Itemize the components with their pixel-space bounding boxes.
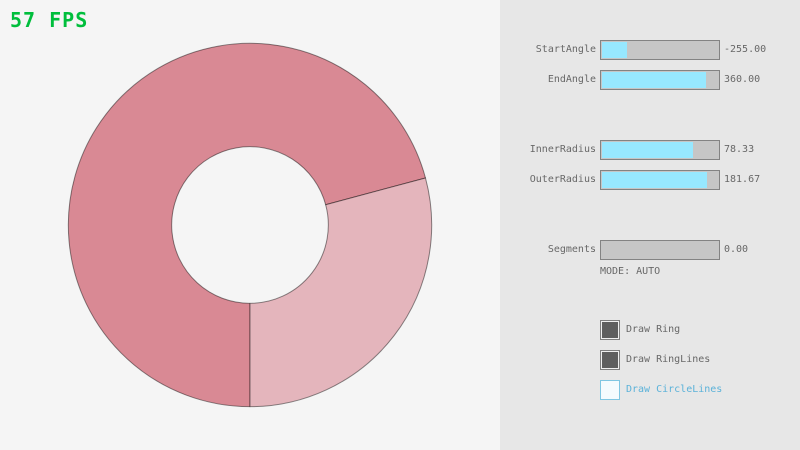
draw-ringlines-checkbox[interactable]	[600, 350, 620, 370]
slider-row-end-angle: EndAngle 360.00	[0, 70, 800, 90]
ring-dark-sector	[67, 42, 427, 408]
end-angle-slider[interactable]	[600, 70, 720, 90]
slider-row-start-angle: StartAngle -255.00	[0, 40, 800, 60]
start-angle-slider-fill	[602, 42, 628, 58]
draw-ring-checkbox[interactable]	[600, 320, 620, 340]
draw-circlelines-label: Draw CircleLines	[626, 384, 723, 395]
segments-mode-label: MODE: AUTO	[600, 266, 661, 277]
inner-radius-value: 78.33	[724, 144, 755, 155]
checkbox-row-draw-ringlines: Draw RingLines	[600, 350, 790, 370]
inner-radius-label: InnerRadius	[529, 144, 596, 155]
slider-row-segments: Segments 0.00	[0, 240, 800, 260]
segments-value: 0.00	[724, 244, 749, 255]
end-angle-label: EndAngle	[547, 74, 596, 85]
ring-light-sector	[249, 177, 433, 408]
segments-label: Segments	[547, 244, 596, 255]
fps-counter: 57 FPS	[10, 8, 89, 32]
outer-radius-label: OuterRadius	[529, 174, 596, 185]
checkbox-row-draw-ring: Draw Ring	[600, 320, 790, 340]
inner-radius-slider-fill	[602, 142, 693, 158]
slider-row-outer-radius: OuterRadius 181.67	[0, 170, 800, 190]
end-angle-value: 360.00	[724, 74, 761, 85]
start-angle-slider[interactable]	[600, 40, 720, 60]
segments-slider[interactable]	[600, 240, 720, 260]
draw-ring-label: Draw Ring	[626, 324, 681, 335]
start-angle-value: -255.00	[724, 44, 767, 55]
draw-circlelines-checkbox[interactable]	[600, 380, 620, 400]
slider-row-inner-radius: InnerRadius 78.33	[0, 140, 800, 160]
end-angle-slider-fill	[602, 72, 707, 88]
start-angle-label: StartAngle	[535, 44, 596, 55]
inner-radius-slider[interactable]	[600, 140, 720, 160]
checkbox-row-draw-circlelines: Draw CircleLines	[600, 380, 790, 400]
outer-radius-slider[interactable]	[600, 170, 720, 190]
outer-radius-value: 181.67	[724, 174, 761, 185]
outer-radius-slider-fill	[602, 172, 708, 188]
draw-ringlines-label: Draw RingLines	[626, 354, 711, 365]
